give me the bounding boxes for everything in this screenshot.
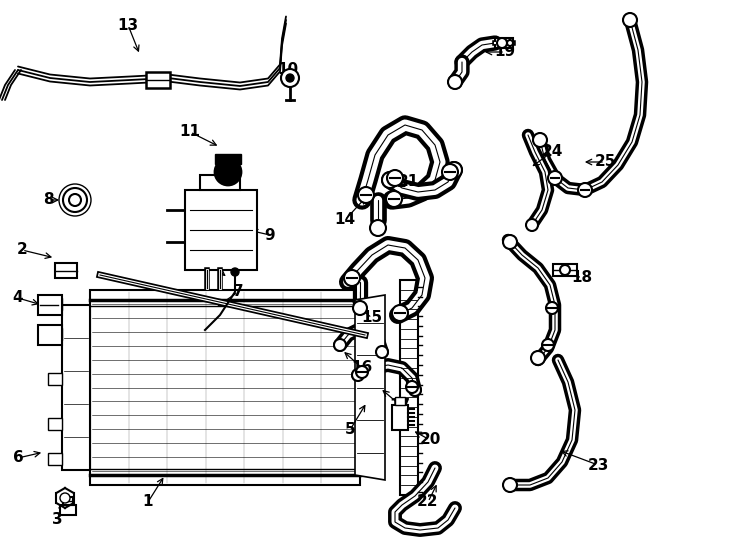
Circle shape (409, 384, 421, 396)
Circle shape (542, 339, 554, 351)
Text: 16: 16 (352, 361, 373, 375)
Text: 13: 13 (117, 17, 139, 32)
Text: 1: 1 (142, 495, 153, 510)
Text: 12: 12 (197, 254, 219, 269)
Text: 2: 2 (17, 242, 27, 258)
Circle shape (503, 235, 517, 249)
Circle shape (353, 301, 367, 315)
Circle shape (376, 346, 388, 358)
Circle shape (231, 268, 239, 276)
Circle shape (446, 162, 462, 178)
Circle shape (533, 133, 547, 147)
Bar (55, 263, 77, 278)
Text: 10: 10 (277, 63, 299, 78)
Text: 17: 17 (390, 397, 410, 413)
Circle shape (503, 478, 517, 492)
Bar (495, 38, 513, 48)
Circle shape (352, 369, 364, 381)
Circle shape (392, 305, 408, 321)
Bar (200, 175, 240, 190)
Circle shape (507, 40, 513, 46)
Text: 7: 7 (233, 285, 243, 300)
Bar (48, 298, 62, 310)
Circle shape (406, 381, 418, 393)
Circle shape (63, 188, 87, 212)
Circle shape (548, 171, 562, 185)
Text: 25: 25 (595, 154, 616, 170)
Bar (60, 505, 76, 515)
Circle shape (358, 187, 374, 203)
Text: 14: 14 (335, 213, 355, 227)
Text: 19: 19 (495, 44, 515, 59)
Circle shape (370, 220, 386, 236)
Text: 8: 8 (43, 192, 54, 207)
Text: 11: 11 (180, 125, 200, 139)
Bar (185, 190, 257, 270)
Circle shape (526, 219, 538, 231)
Text: 24: 24 (541, 145, 563, 159)
Text: 18: 18 (572, 271, 592, 286)
Circle shape (560, 265, 570, 275)
Bar (48, 328, 62, 340)
Text: 9: 9 (265, 227, 275, 242)
Circle shape (356, 366, 368, 378)
Circle shape (546, 302, 558, 314)
Bar (63, 497, 73, 505)
Bar (48, 418, 62, 430)
Circle shape (215, 159, 241, 185)
Circle shape (69, 194, 81, 206)
Circle shape (382, 172, 398, 188)
Text: 20: 20 (419, 433, 440, 448)
Circle shape (531, 351, 545, 365)
Bar (146, 72, 170, 88)
Bar (395, 397, 405, 405)
Polygon shape (355, 295, 385, 480)
Circle shape (386, 191, 402, 207)
Circle shape (281, 69, 299, 87)
Text: 15: 15 (361, 310, 382, 326)
Bar (38, 325, 62, 345)
Circle shape (448, 75, 462, 89)
Circle shape (497, 38, 507, 48)
Bar (392, 405, 408, 430)
Bar (215, 154, 241, 164)
Circle shape (60, 493, 70, 503)
Bar (48, 373, 62, 385)
Bar (400, 280, 418, 495)
Text: 4: 4 (12, 291, 23, 306)
Circle shape (286, 74, 294, 82)
Circle shape (334, 339, 346, 351)
Circle shape (578, 183, 592, 197)
Circle shape (344, 270, 360, 286)
Circle shape (623, 13, 637, 27)
Bar (553, 264, 577, 276)
Circle shape (387, 170, 403, 186)
Circle shape (442, 164, 458, 180)
Bar (90, 290, 360, 485)
Bar (62, 305, 90, 470)
Text: 21: 21 (397, 174, 418, 190)
Text: 6: 6 (12, 450, 23, 465)
Bar (38, 295, 62, 315)
Text: 23: 23 (587, 457, 608, 472)
Text: 3: 3 (51, 512, 62, 528)
Bar (48, 453, 62, 465)
Text: 5: 5 (345, 422, 355, 437)
Text: 22: 22 (417, 495, 439, 510)
